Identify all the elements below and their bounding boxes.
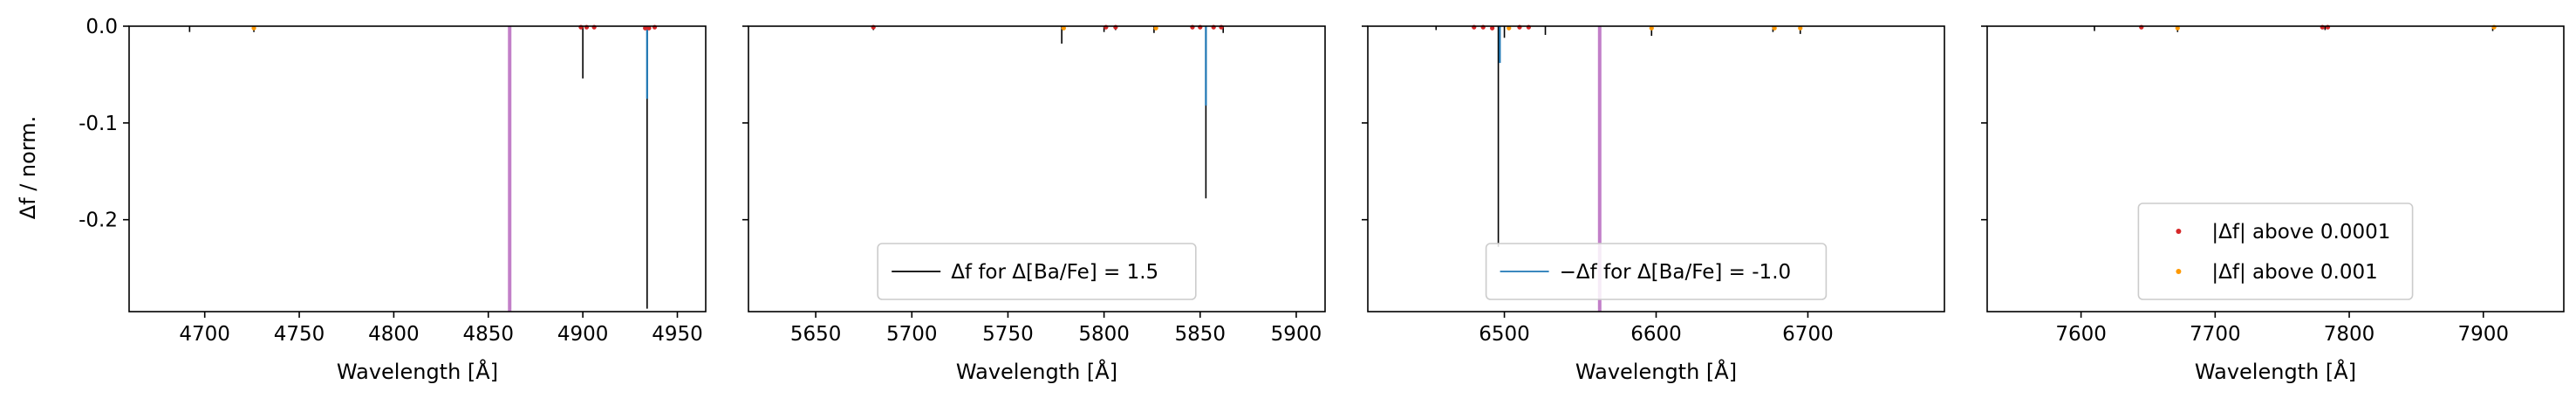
panel-4: 7600 7700 7800 7900 Wavelength [Å] |Δf| above… <box>1981 24 2565 384</box>
legend: Δf for Δ[Ba/Fe] = 1.5 <box>877 243 1197 300</box>
x-tick-label: 6600 <box>1630 323 1682 346</box>
x-axis-label: Wavelength [Å] <box>337 359 498 384</box>
legend: |Δf| above 0.0001 |Δf| above 0.001 <box>2137 203 2414 300</box>
legend-box <box>877 243 1197 300</box>
panel-2: 5650 5700 5750 5800 5850 5900 Wavelength [Å] Δf… <box>742 24 1326 384</box>
x-tick-label: 5650 <box>790 323 842 346</box>
x-tick-label: 5700 <box>886 323 938 346</box>
x-tick-label: 4950 <box>652 323 703 346</box>
orange-point <box>1649 25 1654 31</box>
x-tick-label: 5800 <box>1078 323 1130 346</box>
orange-point <box>1507 25 1512 31</box>
legend-swatch-point <box>2176 269 2182 274</box>
y-tick-label: 0.0 <box>85 16 118 38</box>
legend-swatch-point <box>2176 229 2182 234</box>
x-axis-label: Wavelength [Å] <box>1575 359 1737 384</box>
x-tick-label: 4900 <box>557 323 609 346</box>
red-point <box>643 25 648 31</box>
orange-point <box>1153 25 1158 31</box>
axes-frame <box>1986 25 2565 312</box>
x-tick-label: 7800 <box>2324 323 2375 346</box>
y-axis-label: Δf / norm. <box>16 116 40 220</box>
legend-label: −Δf for Δ[Ba/Fe] = -1.0 <box>1560 261 1792 284</box>
red-point <box>1490 25 1495 31</box>
axes-frame <box>128 25 707 312</box>
orange-point <box>2175 25 2180 31</box>
legend-label: Δf for Δ[Ba/Fe] = 1.5 <box>951 261 1158 284</box>
legend: −Δf for Δ[Ba/Fe] = -1.0 <box>1485 243 1828 300</box>
y-tick-label: -0.2 <box>79 209 118 232</box>
legend-box <box>1485 243 1828 300</box>
x-tick-label: 5850 <box>1175 323 1227 346</box>
axes-frame <box>748 25 1326 312</box>
orange-point <box>251 25 256 31</box>
x-tick-label: 4750 <box>274 323 325 346</box>
legend-label: |Δf| above 0.0001 <box>2211 221 2390 244</box>
x-tick-label: 7600 <box>2055 323 2107 346</box>
red-point <box>646 25 652 31</box>
legend-label: |Δf| above 0.001 <box>2211 261 2377 284</box>
panel-3: 6500 6600 6700 Wavelength [Å] −Δf for Δ[Ba/F… <box>1362 24 1945 384</box>
orange-point <box>1061 25 1066 31</box>
panel-1: 4700 4750 4800 4850 4900 4950 0.0 -0.1 -0.2 Wavel… <box>79 16 707 384</box>
x-tick-label: 6500 <box>1479 323 1530 346</box>
y-tick-label: -0.1 <box>79 113 118 135</box>
x-tick-label: 6700 <box>1782 323 1834 346</box>
x-tick-label: 7700 <box>2190 323 2241 346</box>
x-tick-label: 7900 <box>2457 323 2509 346</box>
x-tick-label: 4700 <box>179 323 230 346</box>
x-tick-label: 4800 <box>368 323 420 346</box>
orange-point <box>1798 25 1803 31</box>
legend-box <box>2137 203 2414 300</box>
x-tick-label: 4850 <box>462 323 514 346</box>
x-axis-label: Wavelength [Å] <box>2195 359 2356 384</box>
x-axis-label: Wavelength [Å] <box>956 359 1117 384</box>
orange-point <box>1772 25 1777 31</box>
x-tick-label: 5900 <box>1271 323 1322 346</box>
x-tick-label: 5750 <box>982 323 1034 346</box>
